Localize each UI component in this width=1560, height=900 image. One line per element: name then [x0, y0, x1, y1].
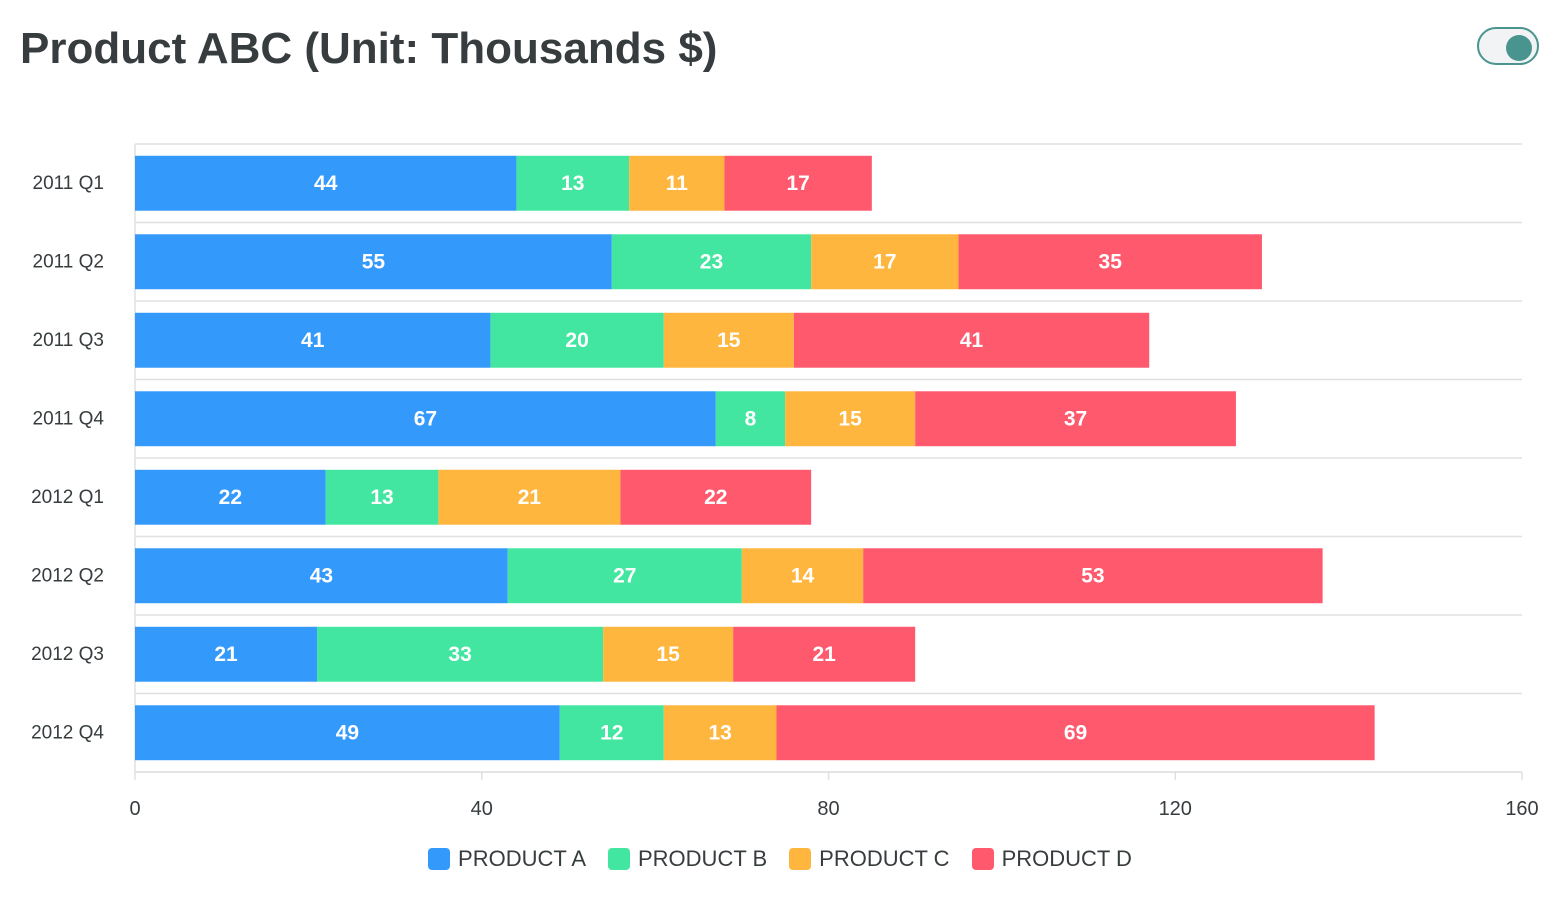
bar-segment [507, 548, 742, 604]
bar-segment [317, 626, 604, 682]
data-label: 13 [370, 486, 393, 509]
bar-segment [785, 391, 916, 447]
bar-segment [776, 705, 1375, 761]
data-label: 12 [600, 721, 623, 744]
legend-marker [789, 848, 812, 870]
category-label: 2011 Q1 [33, 173, 104, 194]
data-label: 15 [838, 407, 862, 430]
data-label: 21 [518, 486, 542, 509]
data-label: 22 [219, 486, 242, 509]
data-label: 37 [1064, 407, 1087, 430]
data-label: 49 [336, 721, 359, 744]
bar-segment [958, 234, 1262, 290]
bar-segment [516, 155, 630, 211]
legend-label: PRODUCT D [1001, 846, 1132, 871]
bar-segment [620, 469, 812, 525]
bar-segment [663, 312, 794, 368]
bar-segment [629, 155, 725, 211]
data-label: 41 [301, 329, 325, 352]
legend-marker [428, 848, 451, 870]
data-label: 53 [1081, 564, 1104, 587]
toggle-knob [1506, 35, 1532, 61]
category-label: 2012 Q1 [31, 487, 104, 508]
data-label: 13 [708, 721, 731, 744]
bar-segment [793, 312, 1150, 368]
data-label: 69 [1064, 721, 1087, 744]
data-label: 15 [656, 643, 680, 666]
x-tick-label: 120 [1159, 798, 1192, 820]
bar-segment [490, 312, 664, 368]
legend-item[interactable]: PRODUCT C [789, 846, 950, 872]
theme-toggle[interactable] [1477, 27, 1539, 65]
stacked-bar-chart: 2011 Q1 44 13 11 17 2011 Q2 55 23 17 35 2011 Q3 41 2… [31, 143, 1539, 820]
x-tick-label: 40 [471, 798, 493, 820]
legend-label: PRODUCT A [458, 846, 586, 871]
x-tick-label: 80 [817, 798, 839, 820]
x-tick-label: 0 [129, 798, 140, 820]
data-label: 17 [873, 250, 896, 273]
data-label: 22 [704, 486, 727, 509]
bar-segment [135, 312, 491, 368]
data-label: 11 [666, 172, 689, 195]
legend-label: PRODUCT B [638, 846, 768, 871]
bar-segment [603, 626, 734, 682]
data-label: 21 [812, 643, 836, 666]
legend-item[interactable]: PRODUCT D [971, 846, 1132, 872]
bar-segment [611, 234, 812, 290]
legend-item[interactable]: PRODUCT B [608, 846, 767, 872]
x-tick-label: 160 [1505, 798, 1538, 820]
bar-segment [135, 705, 560, 761]
category-label: 2011 Q3 [33, 330, 104, 351]
bar-segment [325, 469, 439, 525]
bar-segment [438, 469, 621, 525]
bar-segment [135, 391, 716, 447]
chart-title: Product ABC (Unit: Thousands $) [20, 24, 718, 73]
category-label: 2011 Q4 [33, 408, 105, 429]
bar-segment [135, 469, 326, 525]
data-label: 20 [565, 329, 588, 352]
bar-segment [559, 705, 664, 761]
legend-marker [971, 848, 994, 870]
bar-segment [724, 155, 872, 211]
category-label: 2012 Q4 [31, 722, 104, 743]
data-label: 44 [314, 172, 338, 195]
data-label: 35 [1099, 250, 1123, 273]
data-label: 43 [310, 564, 333, 587]
legend-item[interactable]: PRODUCT A [428, 846, 586, 872]
bar-segment [741, 548, 864, 604]
bar-segment [135, 626, 318, 682]
category-label: 2011 Q2 [33, 251, 104, 272]
data-label: 14 [791, 564, 815, 587]
bar-segment [135, 155, 517, 211]
data-label: 15 [717, 329, 741, 352]
legend-label: PRODUCT C [819, 846, 950, 871]
category-label: 2012 Q3 [31, 644, 104, 665]
bar-segment [715, 391, 786, 447]
data-label: 27 [613, 564, 636, 587]
bar-segment [915, 391, 1236, 447]
data-label: 55 [362, 250, 386, 273]
data-label: 21 [214, 643, 238, 666]
bar-segment [135, 548, 508, 604]
data-label: 13 [561, 172, 584, 195]
data-label: 23 [700, 250, 723, 273]
bar-segment [811, 234, 959, 290]
bar-segment [863, 548, 1323, 604]
bar-segment [733, 626, 916, 682]
data-label: 41 [960, 329, 984, 352]
bar-segment [663, 705, 777, 761]
data-label: 67 [414, 407, 437, 430]
data-label: 33 [448, 643, 471, 666]
data-label: 17 [786, 172, 809, 195]
chart-legend: PRODUCT A PRODUCT B PRODUCT C PRODUCT D [0, 846, 1560, 872]
legend-marker [608, 848, 630, 870]
category-label: 2012 Q2 [31, 565, 104, 586]
bar-segment [135, 234, 612, 290]
data-label: 8 [745, 407, 757, 430]
